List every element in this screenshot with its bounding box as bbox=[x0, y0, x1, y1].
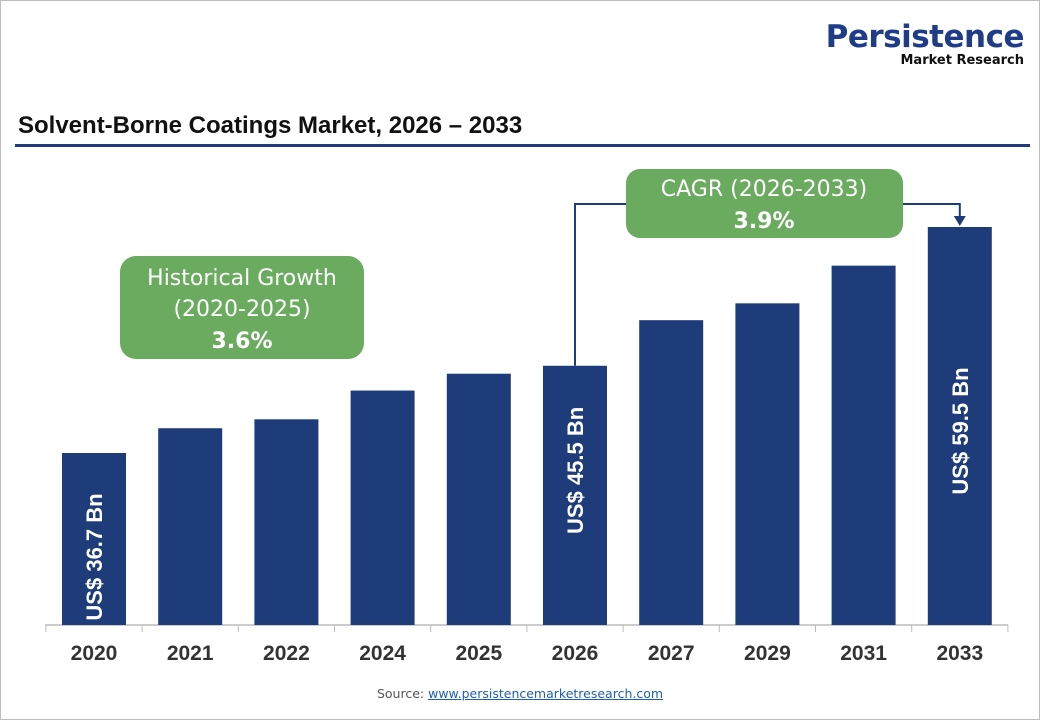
bar-2024 bbox=[350, 390, 415, 625]
source-label: Source: bbox=[376, 686, 425, 701]
x-tick-label-2026: 2026 bbox=[552, 642, 599, 665]
x-tick-label-2031: 2031 bbox=[840, 642, 887, 665]
cagr-value: 3.9% bbox=[733, 209, 794, 234]
x-tick-label-2022: 2022 bbox=[263, 642, 310, 665]
x-tick-label-2025: 2025 bbox=[455, 642, 502, 665]
cagr-box bbox=[626, 169, 903, 238]
logo-line1: Persistence bbox=[825, 19, 1025, 55]
title-rule bbox=[15, 144, 1030, 147]
historical-growth-label: Historical Growth bbox=[147, 266, 337, 291]
arrow-head-icon bbox=[953, 216, 966, 226]
historical-growth-box bbox=[120, 256, 364, 359]
source-note: Source: www.persistencemarketresearch.co… bbox=[0, 686, 1040, 701]
x-tick-label-2027: 2027 bbox=[648, 642, 695, 665]
bar-2021 bbox=[158, 428, 223, 625]
cagr-connector-right bbox=[903, 203, 961, 217]
historical-growth-value: 3.6% bbox=[211, 329, 272, 354]
logo: Persistence Market Research bbox=[825, 19, 1025, 68]
bar-2033 bbox=[927, 227, 992, 625]
bar-2026 bbox=[543, 365, 607, 625]
bar-2031 bbox=[831, 265, 896, 625]
bar-2027 bbox=[639, 320, 704, 625]
data-label-2020: US$ 36.7 Bn bbox=[82, 493, 107, 620]
x-tick-label-2024: 2024 bbox=[359, 642, 406, 665]
data-label-2026: US$ 45.5 Bn bbox=[563, 407, 588, 534]
data-label-2033: US$ 59.5 Bn bbox=[948, 367, 973, 494]
bar-2025 bbox=[446, 373, 511, 625]
bar-2020 bbox=[62, 453, 126, 625]
x-tick-label-2021: 2021 bbox=[167, 642, 214, 665]
bar-2029 bbox=[735, 303, 800, 625]
x-tick-label-2020: 2020 bbox=[71, 642, 118, 665]
cagr-label: CAGR (2026-2033) bbox=[661, 177, 867, 202]
bar-2022 bbox=[254, 419, 319, 625]
x-tick-label-2029: 2029 bbox=[744, 642, 791, 665]
cagr-connector-left bbox=[574, 203, 627, 366]
historical-growth-period: (2020-2025) bbox=[173, 297, 310, 322]
source-link[interactable]: www.persistencemarketresearch.com bbox=[428, 686, 664, 701]
logo-line2: Market Research bbox=[900, 53, 1025, 68]
chart-title: Solvent-Borne Coatings Market, 2026 – 20… bbox=[18, 112, 523, 139]
x-tick-label-2033: 2033 bbox=[936, 642, 983, 665]
